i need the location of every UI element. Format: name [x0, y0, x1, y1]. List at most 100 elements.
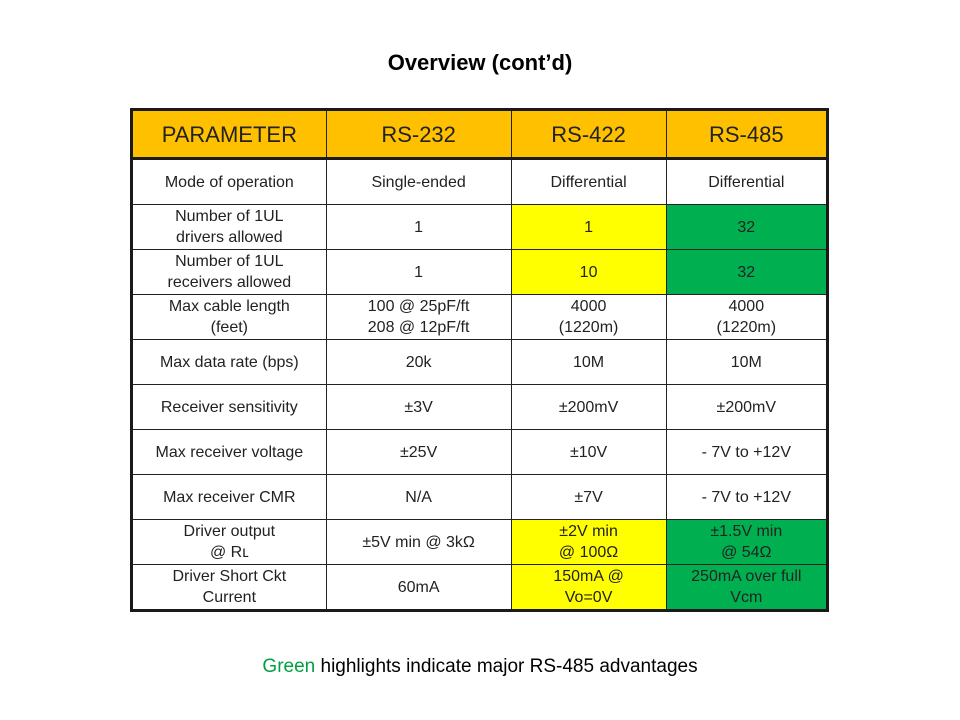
table-row: Receiver sensitivity ±3V ±200mV ±200mV	[131, 384, 829, 430]
value-cell-rs422: 10	[510, 249, 667, 295]
value-line: ±1.5V min	[710, 523, 783, 540]
value-line: 10M	[730, 353, 762, 371]
parameter-cell: Mode of operation	[131, 158, 327, 205]
value-cell-rs485: 32	[665, 204, 829, 250]
value-line: 32	[737, 263, 756, 281]
value-cell-rs485: 10M	[665, 339, 829, 385]
value-line: Single-ended	[371, 173, 466, 191]
value-line: ±7V	[574, 488, 603, 506]
value-line: 10	[579, 263, 598, 281]
value-line: @ 100Ω	[558, 544, 619, 561]
value-cell-rs232: Single-ended	[325, 158, 512, 205]
table-row: Max receiver voltage ±25V ±10V - 7V to +12V	[131, 429, 829, 475]
value-line: ±200mV	[716, 398, 777, 416]
value-cell-rs422: ±200mV	[510, 384, 667, 430]
value-line: (1220m)	[558, 319, 619, 336]
value-line: Vo=0V	[564, 589, 613, 606]
table-row: Number of 1UL receivers allowed 1 10 32	[131, 249, 829, 295]
value-line: ±2V min	[559, 523, 618, 540]
value-line: 4000	[570, 298, 607, 315]
parameter-label-line: Number of 1UL	[175, 208, 284, 225]
value-line: 20k	[405, 353, 432, 371]
value-cell-rs422: 10M	[510, 339, 667, 385]
parameter-label-line: @ Rʟ	[209, 544, 249, 561]
rs-standards-comparison-table: PARAMETER RS-232 RS-422 RS-485 Mode of oper…	[130, 108, 829, 612]
table-row: Driver output @ Rʟ ±5V min @ 3kΩ ±2V min @ 1…	[131, 519, 829, 565]
value-line: ±5V min @ 3kΩ	[362, 533, 475, 551]
parameter-label-line: Driver output	[183, 523, 276, 540]
value-cell-rs485: 250mA over full Vcm	[665, 564, 829, 611]
value-cell-rs422: 1	[510, 204, 667, 250]
value-cell-rs232: ±3V	[325, 384, 512, 430]
value-cell-rs485: 32	[665, 249, 829, 295]
parameter-label-line: Mode of operation	[164, 173, 294, 191]
value-line: 250mA over full	[691, 568, 802, 585]
value-cell-rs232: N/A	[325, 474, 512, 520]
value-cell-rs422: ±2V min @ 100Ω	[510, 519, 667, 565]
value-line: 1	[414, 263, 424, 281]
table-row: Max data rate (bps) 20k 10M 10M	[131, 339, 829, 385]
value-cell-rs232: 100 @ 25pF/ft 208 @ 12pF/ft	[325, 294, 512, 340]
value-line: Differential	[550, 173, 627, 191]
value-line: 150mA @	[553, 568, 624, 585]
parameter-cell: Max receiver CMR	[131, 474, 327, 520]
value-line: - 7V to +12V	[701, 443, 791, 461]
parameter-cell: Driver Short Ckt Current	[131, 564, 327, 611]
parameter-cell: Max receiver voltage	[131, 429, 327, 475]
value-cell-rs422: ±7V	[510, 474, 667, 520]
value-line: 100 @ 25pF/ft	[367, 298, 470, 315]
value-line: 4000	[728, 298, 765, 315]
value-cell-rs232: ±5V min @ 3kΩ	[325, 519, 512, 565]
value-line: 10M	[573, 353, 605, 371]
header-cell-rs-422: RS-422	[510, 109, 667, 160]
value-cell-rs422: 150mA @ Vo=0V	[510, 564, 667, 611]
value-line: 208 @ 12pF/ft	[367, 319, 470, 336]
value-cell-rs232: 1	[325, 204, 512, 250]
value-cell-rs485: - 7V to +12V	[665, 429, 829, 475]
value-line: 1	[414, 218, 424, 236]
parameter-label-line: (feet)	[210, 319, 248, 336]
footer-note: Green highlights indicate major RS-485 a…	[0, 656, 960, 678]
parameter-label-line: Max data rate (bps)	[159, 353, 299, 371]
value-line: Differential	[708, 173, 785, 191]
value-cell-rs232: 20k	[325, 339, 512, 385]
parameter-cell: Number of 1UL drivers allowed	[131, 204, 327, 250]
value-cell-rs422: ±10V	[510, 429, 667, 475]
value-cell-rs422: Differential	[510, 158, 667, 205]
value-line: N/A	[405, 488, 432, 506]
parameter-label-line: Number of 1UL	[175, 253, 284, 270]
parameter-cell: Max data rate (bps)	[131, 339, 327, 385]
table-row: Max cable length (feet) 100 @ 25pF/ft 208 @…	[131, 294, 829, 340]
header-row: PARAMETER RS-232 RS-422 RS-485	[131, 109, 829, 160]
parameter-label-line: Current	[202, 589, 257, 606]
value-line: ±10V	[569, 443, 608, 461]
value-cell-rs485: ±200mV	[665, 384, 829, 430]
header-cell-parameter: PARAMETER	[131, 109, 327, 160]
parameter-label-line: Driver Short Ckt	[172, 568, 287, 585]
value-line: - 7V to +12V	[701, 488, 791, 506]
slide-title: Overview (cont’d)	[387, 50, 573, 75]
table-row: Mode of operation Single-ended Differentia…	[131, 158, 829, 205]
value-line: 32	[737, 218, 756, 236]
value-line: ±3V	[404, 398, 433, 416]
value-cell-rs485: Differential	[665, 158, 829, 205]
header-cell-rs-485: RS-485	[665, 109, 829, 160]
header-cell-rs-232: RS-232	[325, 109, 512, 160]
value-cell-rs232: 60mA	[325, 564, 512, 611]
parameter-label-line: Max cable length	[168, 298, 290, 315]
parameter-label-line: receivers allowed	[167, 274, 292, 291]
table-row: Driver Short Ckt Current 60mA 150mA @ Vo=0V 2…	[131, 564, 829, 611]
table-row: Number of 1UL drivers allowed 1 1 32	[131, 204, 829, 250]
parameter-label-line: drivers allowed	[175, 229, 283, 246]
value-cell-rs485: 4000 (1220m)	[665, 294, 829, 340]
footer-green-word: Green	[262, 656, 316, 677]
parameter-label-line: Receiver sensitivity	[160, 398, 298, 416]
footer-text: highlights indicate major RS-485 advanta…	[315, 656, 698, 677]
value-line: Vcm	[730, 589, 763, 606]
value-line: @ 54Ω	[721, 544, 772, 561]
value-line: 1	[584, 218, 594, 236]
value-cell-rs232: ±25V	[325, 429, 512, 475]
parameter-label-line: Max receiver voltage	[155, 443, 304, 461]
value-cell-rs422: 4000 (1220m)	[510, 294, 667, 340]
value-line: ±200mV	[558, 398, 619, 416]
